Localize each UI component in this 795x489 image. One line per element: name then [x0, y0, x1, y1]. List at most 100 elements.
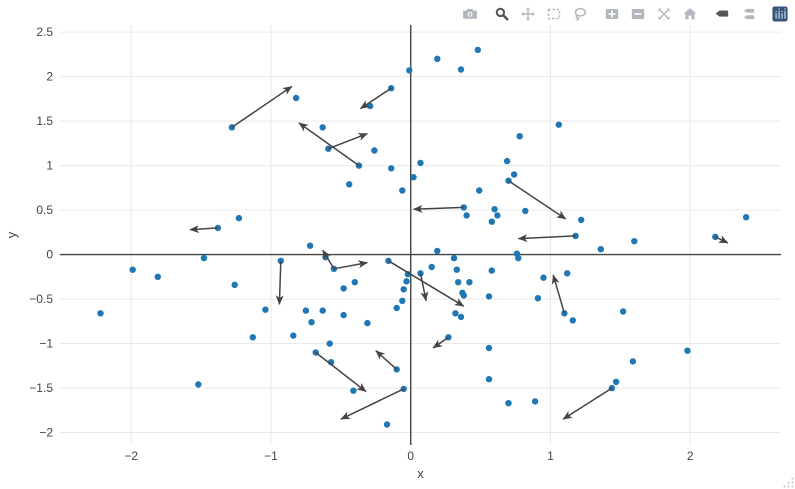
scatter-point: [249, 334, 256, 341]
annotation-arrow: [359, 87, 392, 110]
scatter-point: [450, 254, 458, 262]
annotation-arrow: [333, 260, 368, 270]
scatter-point: [564, 270, 571, 277]
plot-area[interactable]: [60, 25, 781, 445]
scatter-point: [540, 274, 547, 281]
x-tick-label: 1: [547, 449, 554, 463]
modebar-pan-button[interactable]: [517, 4, 538, 24]
scatter-point: [400, 385, 407, 393]
annotation-arrow: [714, 235, 729, 244]
scatter-point: [597, 246, 604, 253]
annotation-arrow: [231, 85, 293, 128]
scatter-point: [455, 279, 462, 286]
annotation-arrow: [375, 350, 398, 370]
hover-closest-icon: [715, 10, 728, 17]
modebar-zoom-button[interactable]: [491, 4, 512, 24]
modebar-group-hover: [711, 4, 758, 24]
annotation-arrow: [388, 260, 465, 307]
modebar-zoom-out-button[interactable]: [627, 4, 648, 24]
modebar-box-select-button[interactable]: [543, 4, 564, 24]
scatter-point: [463, 212, 470, 219]
y-tick-label: 1.5: [36, 114, 53, 128]
x-tick-label: −1: [264, 449, 278, 463]
pan-icon: [520, 7, 535, 21]
modebar-group-zoom: [601, 4, 700, 24]
modebar: [459, 4, 790, 24]
scatter-point: [200, 254, 208, 262]
autoscale-icon: [657, 8, 670, 20]
annotation-arrow: [517, 234, 576, 243]
scatter-point: [460, 292, 467, 299]
scatter-point: [531, 398, 539, 405]
zoom-out-icon: [631, 9, 644, 19]
scatter-point: [340, 285, 347, 292]
modebar-hover-closest-button[interactable]: [711, 4, 732, 24]
scatter-point: [364, 319, 371, 327]
scatter-point: [290, 332, 297, 339]
scatter-point: [457, 66, 465, 73]
x-tick-label: −2: [124, 449, 138, 463]
zoom-icon: [495, 7, 509, 21]
scatter-point: [488, 218, 495, 225]
scatter-point: [485, 293, 493, 300]
scatter-point: [393, 304, 400, 312]
resize-grip[interactable]: [783, 477, 794, 488]
scatter-point: [485, 344, 493, 352]
annotation-arrow: [551, 274, 566, 314]
y-tick-label: −1.5: [29, 381, 53, 395]
modebar-hover-compare-button[interactable]: [737, 4, 758, 24]
plotly-logo-button[interactable]: [769, 4, 790, 24]
scatter-point: [262, 306, 269, 313]
y-tick-label: −2: [39, 426, 53, 440]
scatter-point: [476, 187, 483, 194]
scatter-point: [569, 317, 576, 324]
scatter-point: [351, 279, 358, 286]
modebar-lasso-button[interactable]: [569, 4, 590, 24]
scatter-point: [485, 376, 493, 383]
scatter-point: [488, 267, 495, 274]
modebar-group-logo: [769, 4, 790, 24]
annotation-arrow: [432, 336, 449, 349]
scatter-point: [371, 147, 378, 154]
scatter-point: [410, 174, 417, 181]
scatter-point: [235, 214, 243, 222]
modebar-zoom-in-button[interactable]: [601, 4, 622, 24]
scatter-point: [385, 257, 392, 264]
scatter-point: [388, 165, 395, 172]
y-tick-label: −0.5: [29, 292, 53, 306]
annotation-arrow: [562, 387, 613, 420]
scatter-point: [302, 307, 310, 314]
scatter-point: [417, 159, 424, 167]
y-tick-label: 1: [46, 159, 53, 173]
y-tick-label: 2.5: [36, 25, 53, 39]
annotation-arrow: [322, 249, 335, 270]
scatter-point: [319, 307, 326, 314]
resize-grip-icon: [783, 477, 794, 488]
modebar-camera-button[interactable]: [459, 4, 480, 24]
annotation-arrow: [508, 180, 567, 220]
box-select-icon: [547, 8, 560, 20]
y-tick-label: 0.5: [36, 203, 53, 217]
scatter-point: [195, 381, 202, 388]
scatter-point: [346, 181, 353, 188]
scatter-point: [292, 94, 300, 102]
modebar-reset-axes-button[interactable]: [679, 4, 700, 24]
modebar-group-download: [459, 4, 480, 24]
scatter-point: [403, 278, 410, 285]
scatter-point: [350, 387, 357, 394]
x-tick-label: 0: [407, 449, 414, 463]
y-tick-label: 2: [46, 70, 53, 84]
y-axis-title: y: [4, 231, 19, 238]
scatter-point: [154, 273, 161, 280]
modebar-autoscale-button[interactable]: [653, 4, 674, 24]
scatter-point: [457, 313, 465, 321]
scatter-point: [631, 238, 638, 245]
scatter-point: [474, 46, 481, 54]
annotation-arrow: [413, 204, 464, 213]
scatter-point: [453, 266, 460, 273]
scatter-point: [383, 421, 391, 428]
scatter-point: [326, 340, 333, 347]
annotation-arrow: [340, 388, 405, 420]
scatter-point: [231, 281, 238, 288]
